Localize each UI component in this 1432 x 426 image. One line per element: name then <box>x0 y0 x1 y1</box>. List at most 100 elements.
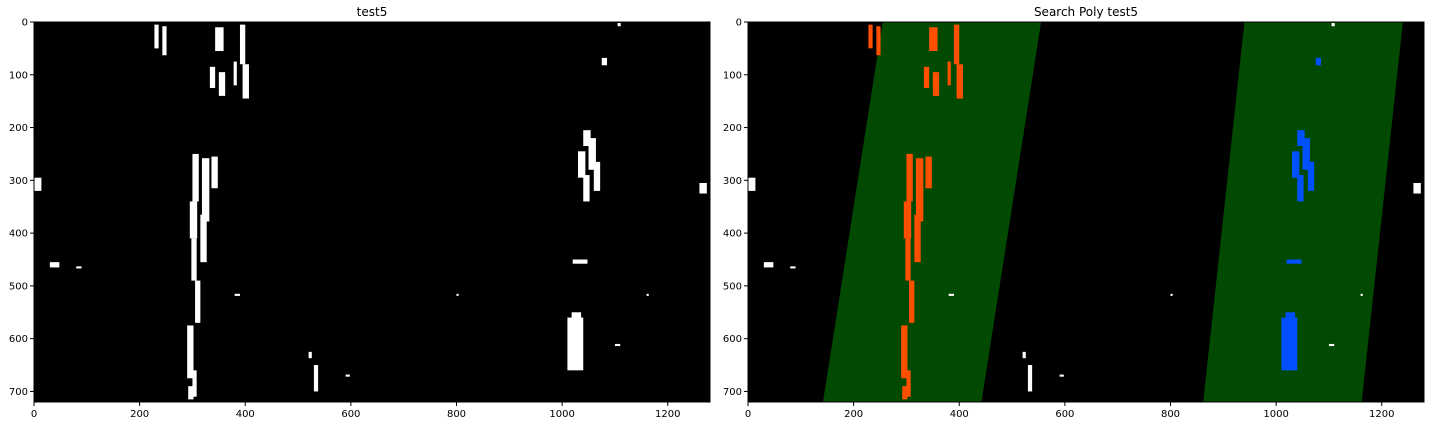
noise-pixels <box>763 262 774 268</box>
noise-pixels <box>456 293 459 296</box>
noise-pixels <box>308 351 312 359</box>
noise-pixels <box>617 23 621 27</box>
y-tick-label: 700 <box>9 387 28 398</box>
left-lane-pixels <box>191 238 197 281</box>
left-lane-pixels <box>906 153 913 202</box>
x-axis: 0 200 400 600 800 1000 1200 <box>745 402 1394 420</box>
binary-image <box>34 22 710 402</box>
right-lane-pixels <box>577 151 586 178</box>
axes-frame <box>33 21 711 403</box>
left-lane-pixels <box>218 72 226 96</box>
x-axis: 0 200 400 600 800 1000 1200 <box>31 402 680 420</box>
right-lane-pixels <box>588 138 596 170</box>
y-tick-label: 700 <box>723 387 742 398</box>
left-lane-pixels <box>195 280 201 323</box>
left-lane-pixels <box>242 64 249 99</box>
noise-pixels <box>34 177 42 191</box>
x-tick-label: 600 <box>341 409 360 420</box>
left-lane-pixels <box>914 214 921 263</box>
x-tick-label: 800 <box>447 409 466 420</box>
x-tick-label: 1200 <box>1369 409 1394 420</box>
noise-pixels <box>1328 343 1335 347</box>
image-background <box>34 22 710 402</box>
y-axis: 0 100 200 300 400 500 600 700 <box>9 18 34 398</box>
left-lane-pixels <box>901 325 908 379</box>
panel-title: test5 <box>357 5 388 19</box>
noise-pixels <box>614 343 621 347</box>
y-tick-label: 300 <box>9 176 28 187</box>
left-lane-pixels <box>903 201 912 239</box>
left-lane-pixels <box>187 325 194 379</box>
noise-pixels <box>49 262 60 268</box>
right-lane-pixels <box>1297 130 1305 147</box>
search-band-right <box>1203 22 1403 402</box>
right-lane-pixels <box>601 57 608 66</box>
search-poly-panel: Search Poly test5 0 200 400 600 800 1000 1200 … <box>723 5 1425 420</box>
left-lane-pixels <box>215 27 224 52</box>
y-tick-label: 300 <box>723 176 742 187</box>
noise-pixels <box>948 293 954 296</box>
left-lane-pixels <box>192 370 197 397</box>
left-lane-pixels <box>868 24 873 49</box>
panel-title: Search Poly test5 <box>1034 5 1138 19</box>
right-lane-pixels <box>1315 57 1322 66</box>
y-tick-label: 500 <box>9 281 28 292</box>
left-lane-pixels <box>953 24 960 65</box>
y-tick-label: 100 <box>723 70 742 81</box>
left-lane-pixels <box>876 26 881 56</box>
right-lane-pixels <box>1302 138 1310 170</box>
x-tick-label: 600 <box>1055 409 1074 420</box>
left-lane-pixels <box>201 158 210 222</box>
noise-pixels <box>76 266 82 269</box>
y-tick-label: 600 <box>723 334 742 345</box>
right-lane-pixels <box>1286 259 1302 264</box>
search-band-left <box>822 22 1042 402</box>
noise-pixels <box>1022 351 1026 359</box>
noise-pixels <box>313 365 319 392</box>
left-lane-pixels <box>192 153 199 202</box>
y-axis: 0 100 200 300 400 500 600 700 <box>723 18 748 398</box>
y-tick-label: 0 <box>736 18 742 29</box>
right-lane-pixels <box>583 130 591 147</box>
right-lane-pixels <box>571 312 582 323</box>
search-poly-image <box>748 22 1424 402</box>
noise-pixels <box>748 177 756 191</box>
x-tick-label: 800 <box>1161 409 1180 420</box>
x-tick-label: 200 <box>130 409 149 420</box>
right-lane-pixels <box>567 317 584 371</box>
left-lane-pixels <box>200 214 207 263</box>
left-lane-pixels <box>956 64 963 99</box>
y-tick-label: 100 <box>9 70 28 81</box>
left-lane-pixels <box>923 66 930 88</box>
left-lane-pixels <box>189 201 198 239</box>
noise-pixels <box>234 293 240 296</box>
left-lane-pixels <box>947 61 951 86</box>
right-lane-pixels <box>572 259 588 264</box>
noise-pixels <box>1331 23 1335 27</box>
noise-pixels <box>646 293 649 296</box>
y-tick-label: 200 <box>723 123 742 134</box>
left-lane-pixels <box>929 27 938 52</box>
axes-frame <box>747 21 1425 403</box>
right-lane-pixels <box>1297 175 1304 202</box>
noise-pixels <box>1059 374 1064 377</box>
x-tick-label: 1000 <box>549 409 574 420</box>
y-tick-label: 400 <box>9 229 28 240</box>
y-tick-label: 0 <box>22 18 28 29</box>
right-lane-pixels <box>1281 317 1298 371</box>
left-lane-pixels <box>211 156 218 189</box>
x-tick-label: 1000 <box>1263 409 1288 420</box>
x-tick-label: 0 <box>31 409 37 420</box>
y-tick-label: 400 <box>723 229 742 240</box>
right-lane-pixels <box>1307 161 1315 191</box>
left-lane-pixels <box>915 158 924 222</box>
left-lane-pixels <box>154 24 159 49</box>
right-lane-pixels <box>1285 312 1296 323</box>
noise-pixels <box>1360 293 1363 296</box>
noise-pixels <box>345 374 350 377</box>
left-lane-pixels <box>905 238 911 281</box>
x-tick-label: 1200 <box>655 409 680 420</box>
binary-image-panel: test5 0 200 400 600 800 1000 1200 0 100 200 300 40… <box>9 5 711 420</box>
left-lane-pixels <box>909 280 915 323</box>
